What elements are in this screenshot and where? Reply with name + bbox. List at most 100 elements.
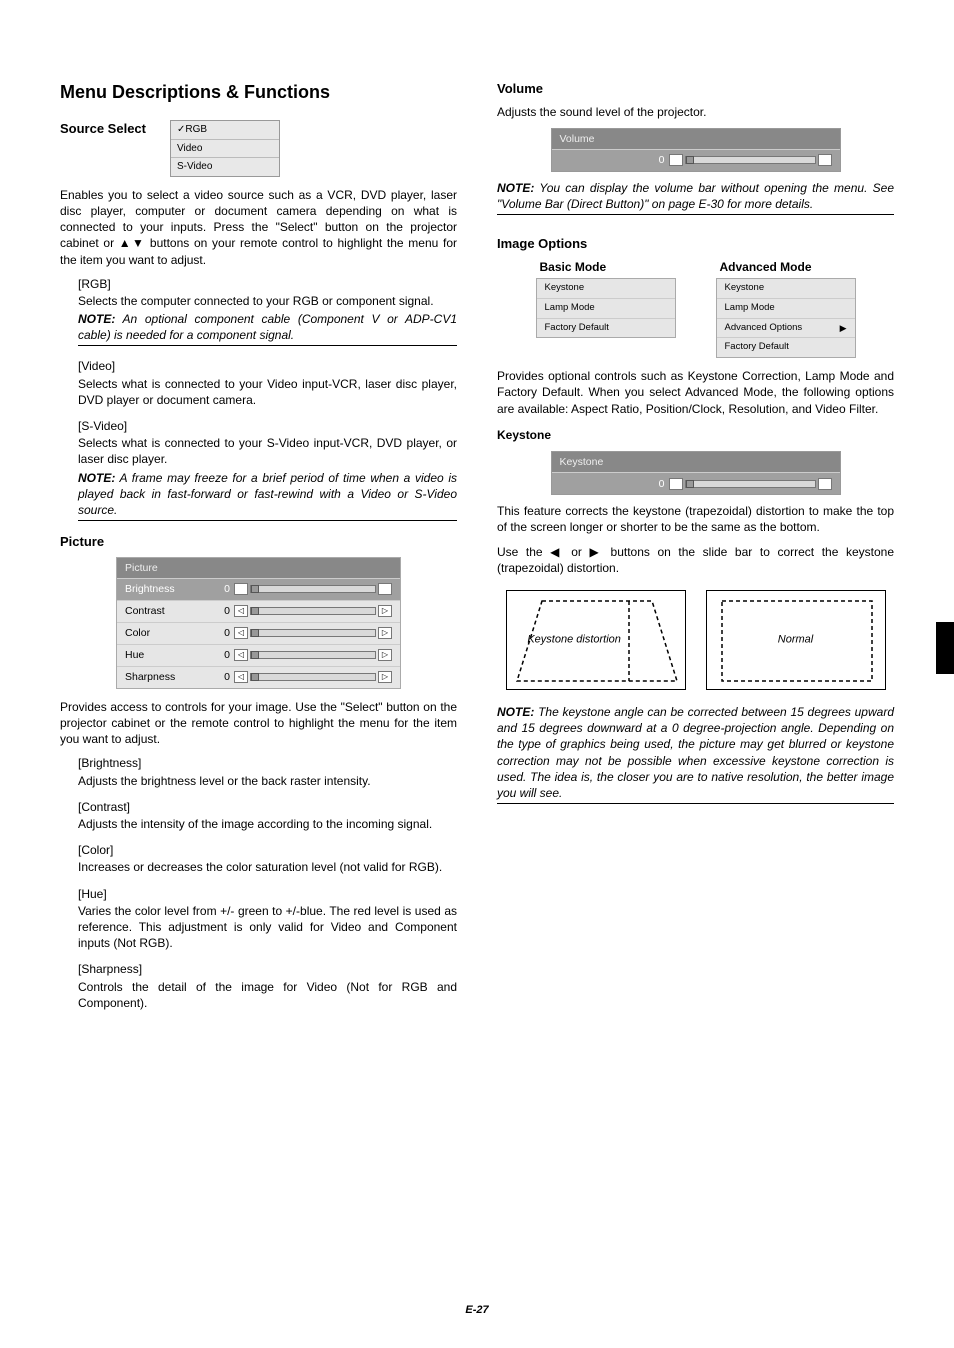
brightness-head: [Brightness] <box>78 755 457 771</box>
slider[interactable]: ◁ ▷ <box>234 583 392 595</box>
slider-track[interactable] <box>685 480 816 488</box>
row-val: 0 <box>215 648 230 662</box>
slider-thumb[interactable] <box>251 585 259 593</box>
left-arrow-icon[interactable]: ◁ <box>669 154 683 166</box>
menu-item[interactable]: Factory Default <box>537 319 675 338</box>
video-head: [Video] <box>78 358 457 374</box>
note-label: NOTE: <box>78 471 115 485</box>
left-arrow-icon[interactable]: ◁ <box>234 605 248 617</box>
basic-mode-menu: Keystone Lamp Mode Factory Default <box>536 278 676 338</box>
keystone-figures: Keystone distortion Normal <box>497 590 894 690</box>
mi-label: Lamp Mode <box>725 302 775 315</box>
rgb-note: NOTE: An optional component cable (Compo… <box>78 311 457 346</box>
brightness-body: Adjusts the brightness level or the back… <box>78 773 457 789</box>
slider-track[interactable] <box>685 156 816 164</box>
volume-panel-title: Volume <box>552 129 840 149</box>
left-arrow-icon[interactable]: ◁ <box>234 583 248 595</box>
mi-label: Lamp Mode <box>545 302 595 315</box>
right-arrow-icon[interactable]: ▷ <box>378 649 392 661</box>
slider-thumb[interactable] <box>251 607 259 615</box>
right-column: Volume Adjusts the sound level of the pr… <box>497 80 894 1021</box>
volume-panel: Volume 0 ◁ ▷ <box>551 128 841 172</box>
picture-intro: Provides access to controls for your ima… <box>60 699 457 748</box>
sharpness-row[interactable]: Sharpness 0 ◁ ▷ <box>117 666 400 688</box>
menu-item[interactable]: Factory Default <box>717 338 855 357</box>
slider[interactable]: ◁ ▷ <box>234 627 392 639</box>
slider-thumb[interactable] <box>686 156 694 164</box>
slider-track[interactable] <box>250 651 376 659</box>
slider[interactable]: ◁ ▷ <box>234 605 392 617</box>
keystone-note: NOTE: The keystone angle can be correcte… <box>497 704 894 804</box>
menu-item-video[interactable]: Video <box>171 140 279 159</box>
slider-track[interactable] <box>250 629 376 637</box>
picture-panel-title: Picture <box>117 558 400 578</box>
slider-thumb[interactable] <box>251 651 259 659</box>
left-arrow-icon[interactable]: ◁ <box>234 627 248 639</box>
contrast-body: Adjusts the intensity of the image accor… <box>78 816 457 832</box>
slider-thumb[interactable] <box>251 629 259 637</box>
hue-row[interactable]: Hue 0 ◁ ▷ <box>117 644 400 666</box>
volume-note-text: You can display the volume bar without o… <box>497 181 894 211</box>
contrast-row[interactable]: Contrast 0 ◁ ▷ <box>117 600 400 622</box>
slider[interactable]: ◁ ▷ <box>669 478 832 490</box>
fig-label: Normal <box>778 633 813 648</box>
slider-track[interactable] <box>250 673 376 681</box>
right-arrow-icon[interactable]: ▷ <box>818 154 832 166</box>
source-select-heading: Source Select <box>60 120 146 138</box>
row-val: 0 <box>215 626 230 640</box>
slider-thumb[interactable] <box>251 673 259 681</box>
svideo-note-text: A frame may freeze for a brief period of… <box>78 471 457 517</box>
source-select-menu: ✓RGB Video S-Video <box>170 120 280 177</box>
menu-item[interactable]: Keystone <box>717 279 855 299</box>
left-arrow-icon[interactable]: ◁ <box>669 478 683 490</box>
brightness-row[interactable]: Brightness 0 ◁ ▷ <box>117 578 400 600</box>
left-arrow-icon[interactable]: ◁ <box>234 671 248 683</box>
right-arrow-icon[interactable]: ▷ <box>378 605 392 617</box>
picture-panel: Picture Brightness 0 ◁ ▷ Contrast 0 ◁ ▷ <box>116 557 401 689</box>
keystone-normal-fig: Normal <box>706 590 886 690</box>
menu-item[interactable]: Keystone <box>537 279 675 299</box>
rgb-note-text: An optional component cable (Component V… <box>78 312 457 342</box>
right-arrow-icon[interactable]: ▷ <box>818 478 832 490</box>
menu-item[interactable]: Advanced Options▶ <box>717 319 855 339</box>
rgb-head: [RGB] <box>78 276 457 292</box>
svideo-body: Selects what is connected to your S-Vide… <box>78 435 457 467</box>
slider[interactable]: ◁ ▷ <box>234 671 392 683</box>
right-arrow-icon[interactable]: ▷ <box>378 671 392 683</box>
keystone-note-text: The keystone angle can be corrected betw… <box>497 705 894 800</box>
basic-mode-title: Basic Mode <box>536 259 676 275</box>
mi-label: Keystone <box>725 282 765 295</box>
sharpness-body: Controls the detail of the image for Vid… <box>78 979 457 1011</box>
sharpness-head: [Sharpness] <box>78 961 457 977</box>
slider-track[interactable] <box>250 607 376 615</box>
keystone-distortion-fig: Keystone distortion <box>506 590 686 690</box>
right-arrow-icon[interactable]: ▷ <box>378 627 392 639</box>
volume-note: NOTE: You can display the volume bar wit… <box>497 180 894 215</box>
picture-heading: Picture <box>60 533 457 551</box>
menu-item[interactable]: Lamp Mode <box>717 299 855 319</box>
menu-item-rgb[interactable]: ✓RGB <box>171 121 279 140</box>
menu-item-svideo[interactable]: S-Video <box>171 158 279 176</box>
slider[interactable]: ◁ ▷ <box>669 154 832 166</box>
side-tab <box>936 622 954 674</box>
menu-item[interactable]: Lamp Mode <box>537 299 675 319</box>
hue-body: Varies the color level from +/- green to… <box>78 903 457 952</box>
advanced-mode-menu: Keystone Lamp Mode Advanced Options▶ Fac… <box>716 278 856 358</box>
row-label: Contrast <box>125 604 215 618</box>
color-row[interactable]: Color 0 ◁ ▷ <box>117 622 400 644</box>
slider[interactable]: ◁ ▷ <box>234 649 392 661</box>
slider-thumb[interactable] <box>686 480 694 488</box>
keystone-row[interactable]: 0 ◁ ▷ <box>552 472 840 494</box>
keystone-panel: Keystone 0 ◁ ▷ <box>551 451 841 495</box>
mi-label: Factory Default <box>725 341 789 354</box>
volume-row[interactable]: 0 ◁ ▷ <box>552 149 840 171</box>
keystone-heading: Keystone <box>497 427 894 443</box>
hue-head: [Hue] <box>78 886 457 902</box>
row-label: Brightness <box>125 582 215 596</box>
right-arrow-icon[interactable]: ▷ <box>378 583 392 595</box>
fig-label: Keystone distortion <box>527 633 621 648</box>
left-arrow-icon[interactable]: ◁ <box>234 649 248 661</box>
slider-track[interactable] <box>250 585 376 593</box>
page-number: E-27 <box>465 1303 488 1318</box>
video-body: Selects what is connected to your Video … <box>78 376 457 408</box>
